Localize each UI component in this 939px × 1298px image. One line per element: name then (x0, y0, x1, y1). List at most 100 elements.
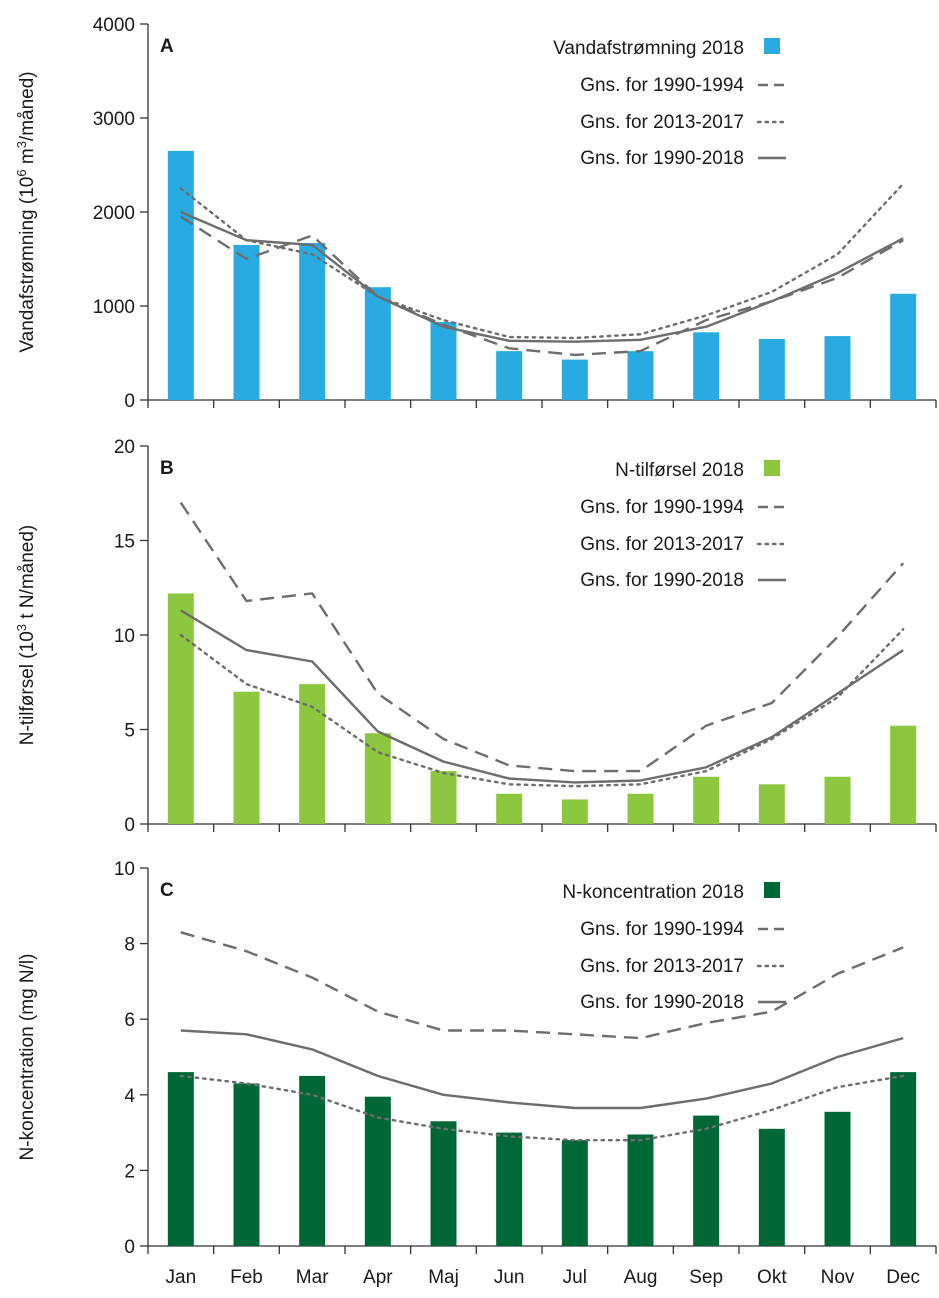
x-tick-label: Jan (166, 1267, 197, 1288)
y-axis-title: N-koncentration (mg N/l) (17, 954, 38, 1161)
x-tick-label: Aug (624, 1267, 658, 1288)
y-axis-title-superscript: 6 (14, 169, 29, 176)
series-line-solid (180, 1029, 904, 1110)
x-tick-label: Nov (821, 1267, 855, 1288)
chart-panel-a: 0 1000 2000 3000 4000 Vandafstrømning (106 m3… (14, 15, 937, 412)
legend-label: N-koncentration 2018 (562, 882, 744, 903)
bar-dec (890, 725, 917, 824)
y-tick-label: 0 (124, 815, 135, 836)
y-tick-label: 3000 (93, 109, 135, 130)
bar-jun (496, 1132, 523, 1246)
series-line-dashed (180, 931, 904, 1040)
y-tick-label: 2 (124, 1161, 135, 1182)
x-tick-label: Jul (563, 1267, 587, 1288)
x-tick-label: Sep (689, 1267, 723, 1288)
y-tick-label: 0 (124, 1237, 135, 1258)
legend-label: Gns. for 2013-2017 (580, 534, 744, 555)
y-tick-label: 8 (124, 935, 135, 956)
x-tick-label: Jun (494, 1267, 525, 1288)
series-line-dashed (179, 502, 905, 773)
y-tick-label: 6 (124, 1010, 135, 1031)
series-line-dashed (180, 215, 904, 357)
bar-sep (693, 1115, 720, 1246)
bar-apr (364, 287, 391, 400)
bar-aug (627, 351, 654, 400)
legend-label: N-tilførsel 2018 (615, 460, 744, 481)
bar-dec (890, 293, 917, 400)
series-line-dotted (179, 628, 905, 788)
x-tick-label: Dec (886, 1267, 920, 1288)
panel-label: B (160, 458, 174, 479)
series-line-solid (180, 210, 904, 343)
legend: Vandafstrømning 2018 Gns. for 1990-1994 Gn… (553, 38, 788, 169)
bar-feb (233, 1083, 260, 1246)
legend-label: Gns. for 2013-2017 (580, 956, 744, 977)
x-tick-label: Maj (428, 1267, 459, 1288)
y-axis-title-part: N-tilførsel (10 (17, 631, 38, 745)
y-axis-title-part: t N/måned) (17, 525, 38, 624)
x-axis-labels: Jan Feb Mar Apr Maj Jun Jul Aug Sep Okt Nov Dec (166, 1267, 921, 1288)
y-tick-label: 0 (124, 391, 135, 412)
series-line-dotted (179, 1074, 905, 1142)
legend-swatch-bar (764, 38, 780, 54)
series-line-dotted (179, 182, 905, 340)
x-tick-label: Okt (757, 1267, 787, 1288)
y-axis-title-part: Vandafstrømning (10 (17, 177, 38, 353)
x-tick-label: Apr (363, 1267, 393, 1288)
bar-jul (561, 359, 588, 400)
bar-maj (430, 771, 457, 824)
bar-jul (561, 1140, 588, 1246)
y-tick-label: 4 (124, 1086, 135, 1107)
bar-aug (627, 1134, 654, 1246)
legend-label: Gns. for 1990-1994 (580, 919, 744, 940)
y-tick-label: 10 (114, 859, 135, 880)
bar-nov (824, 776, 851, 824)
y-tick-label: 15 (114, 532, 135, 553)
bar-maj (430, 1121, 457, 1246)
legend: N-koncentration 2018 Gns. for 1990-1994 Gn… (562, 882, 788, 1013)
bar-okt (758, 338, 785, 400)
legend-label: Gns. for 1990-2018 (580, 570, 744, 591)
bar-maj (430, 321, 457, 400)
bar-sep (693, 776, 720, 824)
y-tick-label: 10 (114, 626, 135, 647)
bar-feb (233, 244, 260, 400)
legend-label: Gns. for 1990-1994 (580, 497, 744, 518)
y-axis-title-part: N-koncentration (mg N/l) (17, 954, 38, 1161)
y-tick-label: 4000 (93, 15, 135, 36)
chart-panel-c: 0 2 4 6 8 10 N-koncentration (mg N/l) C N-koncen… (17, 859, 937, 1258)
y-axis-title-superscript: 3 (14, 624, 29, 631)
x-tick-label: Mar (296, 1267, 329, 1288)
y-tick-label: 1000 (93, 297, 135, 318)
bar-apr (364, 1096, 391, 1246)
bar-nov (824, 1111, 851, 1246)
bar-jun (496, 793, 523, 824)
legend-label: Gns. for 2013-2017 (580, 112, 744, 133)
y-tick-label: 5 (124, 721, 135, 742)
bar-jul (561, 799, 588, 824)
bar-jan (167, 1072, 194, 1246)
bar-okt (758, 1128, 785, 1246)
bar-apr (364, 733, 391, 824)
bar-jan (167, 150, 194, 400)
legend: N-tilførsel 2018 Gns. for 1990-1994 Gns. f… (580, 460, 788, 591)
legend-label: Gns. for 1990-2018 (580, 992, 744, 1013)
chart-panel-b: 0 5 10 15 20 N-tilførsel (103 t N/måned) B N-ti… (14, 437, 937, 836)
y-tick-label: 20 (114, 437, 135, 458)
bar-jan (167, 593, 194, 824)
y-axis-title-part: /måned) (17, 71, 38, 141)
bar-nov (824, 336, 851, 400)
legend-label: Gns. for 1990-1994 (580, 75, 744, 96)
bar-jun (496, 351, 523, 400)
series-line-solid (180, 609, 904, 784)
bar-sep (693, 332, 720, 400)
x-tick-label: Feb (230, 1267, 263, 1288)
bar-okt (758, 784, 785, 824)
y-tick-label: 2000 (93, 203, 135, 224)
panel-label: C (160, 880, 174, 901)
y-axis-title: N-tilførsel (103 t N/måned) (14, 525, 39, 746)
bar-mar (299, 684, 326, 824)
bar-mar (299, 1075, 326, 1246)
y-axis-title-part: m (17, 148, 38, 169)
